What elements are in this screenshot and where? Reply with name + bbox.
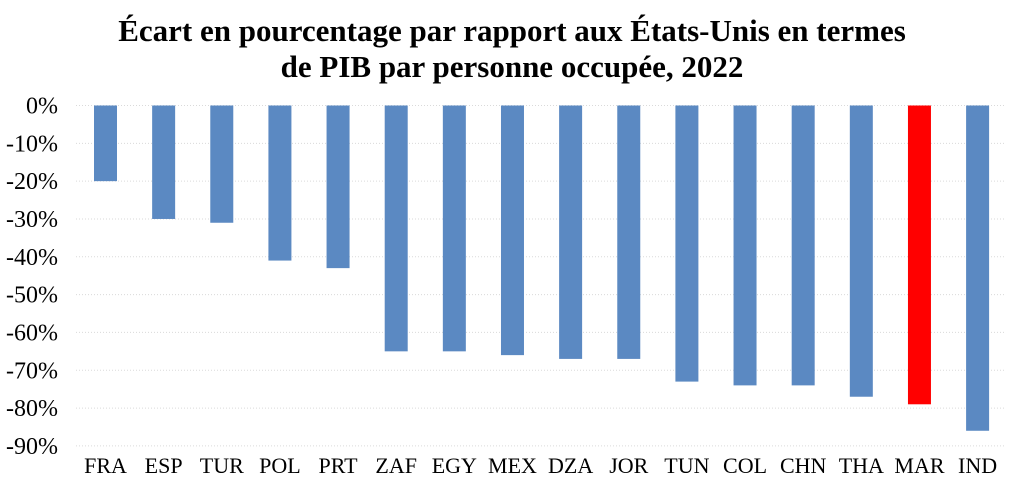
svg-text:JOR: JOR — [609, 453, 648, 478]
svg-text:FRA: FRA — [84, 453, 127, 478]
svg-text:TUR: TUR — [200, 453, 244, 478]
svg-text:-30%: -30% — [6, 207, 58, 233]
svg-text:POL: POL — [259, 453, 301, 478]
svg-text:ESP: ESP — [145, 453, 183, 478]
svg-text:PRT: PRT — [319, 453, 359, 478]
svg-text:DZA: DZA — [548, 453, 593, 478]
svg-text:ZAF: ZAF — [375, 453, 417, 478]
svg-text:-10%: -10% — [6, 131, 58, 157]
svg-text:-50%: -50% — [6, 283, 58, 309]
svg-text:IND: IND — [958, 453, 997, 478]
svg-text:Écart en pourcentage par rappo: Écart en pourcentage par rapport aux Éta… — [118, 13, 906, 48]
svg-text:EGY: EGY — [432, 453, 477, 478]
svg-text:MAR: MAR — [894, 453, 944, 478]
svg-text:0%: 0% — [26, 94, 58, 120]
svg-text:CHN: CHN — [780, 453, 827, 478]
svg-text:TUN: TUN — [664, 453, 709, 478]
svg-text:-90%: -90% — [6, 434, 58, 460]
svg-text:de PIB par personne occupée, 2: de PIB par personne occupée, 2022 — [281, 49, 744, 84]
svg-text:-20%: -20% — [6, 169, 58, 195]
svg-text:-80%: -80% — [6, 396, 58, 422]
svg-text:-60%: -60% — [6, 320, 58, 346]
svg-text:-40%: -40% — [6, 245, 58, 271]
svg-text:MEX: MEX — [488, 453, 537, 478]
svg-text:COL: COL — [723, 453, 767, 478]
svg-text:-70%: -70% — [6, 358, 58, 384]
svg-text:THA: THA — [839, 453, 884, 478]
